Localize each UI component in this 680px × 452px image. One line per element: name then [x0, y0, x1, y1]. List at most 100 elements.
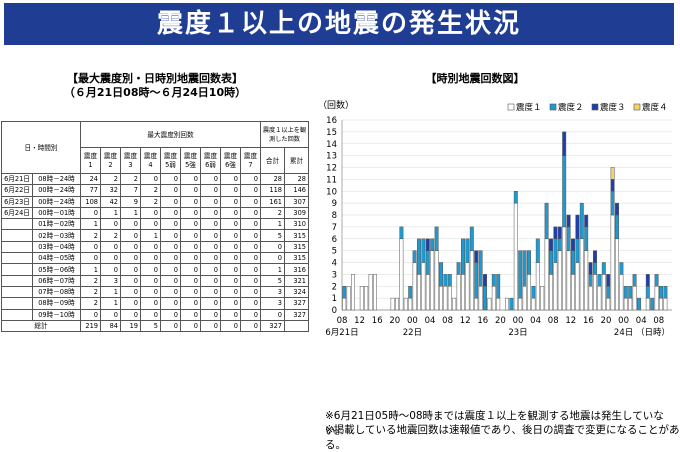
row-count: 0: [80, 206, 101, 220]
row-cumulative: 28: [284, 172, 309, 186]
bar-segment: [491, 286, 496, 311]
row-time: 00時－24時: [32, 184, 81, 197]
total-count: 5: [140, 319, 161, 333]
row-count: 0: [220, 308, 241, 321]
row-count: 2: [140, 195, 161, 208]
row-count: 0: [140, 206, 161, 220]
legend-swatch: [507, 103, 515, 111]
row-count: 0: [200, 184, 221, 197]
row-total: 1: [260, 218, 285, 231]
row-count: 0: [240, 308, 261, 321]
row-day: [1, 252, 33, 265]
row-total: 5: [260, 274, 285, 287]
row-count: 0: [180, 274, 201, 287]
bar-segment: [645, 274, 650, 287]
bar-segment: [364, 286, 369, 311]
bar-segment: [373, 274, 377, 311]
row-cumulative: 315: [284, 229, 309, 242]
bar-segment: [549, 274, 553, 311]
x-axis-unit: （日時）: [636, 327, 670, 338]
y-tick-label: 13: [326, 152, 337, 162]
row-count: 0: [220, 184, 241, 197]
row-count: 2: [100, 229, 121, 242]
bar-segment: [553, 238, 558, 263]
bar-segment: [628, 297, 633, 311]
bar-segment: [439, 262, 443, 287]
row-count: 0: [220, 195, 241, 208]
header-intensity-3: 震度 3: [120, 147, 141, 174]
bar-segment: [535, 238, 540, 263]
bar-segment: [478, 250, 483, 287]
row-count: 0: [180, 240, 201, 254]
x-tick-label: 08: [548, 316, 559, 326]
row-total: 0: [260, 252, 285, 265]
row-count: 1: [80, 263, 101, 276]
bar-segment: [434, 226, 439, 251]
note-1: ※6月21日05時～08時までは震度１以上を観測する地震は発生していない。: [325, 410, 664, 437]
row-cumulative: 146: [284, 184, 309, 197]
bar-segment: [562, 226, 567, 311]
bar-segment: [518, 250, 523, 299]
row-count: 0: [180, 285, 201, 299]
bar-segment: [619, 262, 624, 275]
row-cumulative: 324: [284, 285, 309, 299]
row-total: 3: [260, 285, 285, 299]
y-tick-label: 14: [326, 140, 337, 150]
bar-segment: [566, 226, 571, 251]
row-count: 0: [180, 252, 201, 265]
bar-segment: [351, 274, 355, 311]
row-count: 0: [240, 240, 261, 254]
row-count: 0: [100, 218, 121, 231]
row-count: 2: [80, 285, 101, 299]
table-row: 02時－03時 2 2 0 1 0 0 0 0 0 5 315: [1, 229, 309, 242]
bar-segment: [549, 238, 553, 251]
row-day: [1, 285, 33, 299]
bar-segment: [549, 250, 553, 275]
row-count: 0: [160, 206, 181, 220]
bar-segment: [632, 286, 637, 311]
x-tick-label: 04: [636, 316, 647, 326]
header-intensity-2: 震度 2: [100, 147, 121, 174]
bar-segment: [425, 250, 430, 275]
row-count: 0: [120, 229, 141, 242]
header-intensity-6: 震度 5強: [180, 147, 201, 174]
row-day: [1, 274, 33, 287]
table-row: 08時－09時 2 1 0 0 0 0 0 0 0 3 327: [1, 297, 309, 310]
row-count: 0: [100, 240, 121, 254]
y-tick-label: 8: [332, 211, 337, 221]
row-count: 0: [220, 285, 241, 299]
table-total-row: 総計 219 84 19 5 0 0 0 0 0 327: [1, 319, 309, 333]
row-cumulative: 310: [284, 218, 309, 231]
row-cumulative: 315: [284, 252, 309, 265]
bar-segment: [645, 286, 650, 299]
row-time: 08時－24時: [32, 172, 81, 186]
y-tick-label: 16: [326, 116, 337, 126]
bar-segment: [456, 262, 461, 275]
row-count: 0: [120, 308, 141, 321]
row-time: 00時－24時: [32, 195, 81, 208]
row-count: 0: [120, 263, 141, 276]
header-intensity-4: 震度 4: [140, 147, 161, 174]
row-time: 09時－10時: [32, 308, 81, 321]
row-count: 0: [180, 297, 201, 310]
bar-segment: [584, 250, 589, 311]
bar-segment: [395, 297, 399, 311]
bar-segment: [447, 274, 452, 287]
y-tick-label: 3: [332, 270, 337, 280]
bar-segment: [597, 274, 602, 287]
bar-segment: [491, 274, 496, 287]
row-count: 0: [200, 229, 221, 242]
row-count: 0: [240, 184, 261, 197]
header-total: 合計: [260, 147, 285, 174]
row-count: 0: [160, 308, 181, 321]
row-count: 2: [80, 274, 101, 287]
row-count: 0: [180, 195, 201, 208]
total-sum: 327: [260, 319, 285, 333]
x-tick-label: 08: [653, 316, 664, 326]
row-day: [1, 218, 33, 231]
bar-segment: [588, 262, 593, 275]
y-tick-label: 12: [326, 164, 337, 174]
bar-segment: [557, 238, 562, 251]
row-count: 0: [100, 263, 121, 276]
